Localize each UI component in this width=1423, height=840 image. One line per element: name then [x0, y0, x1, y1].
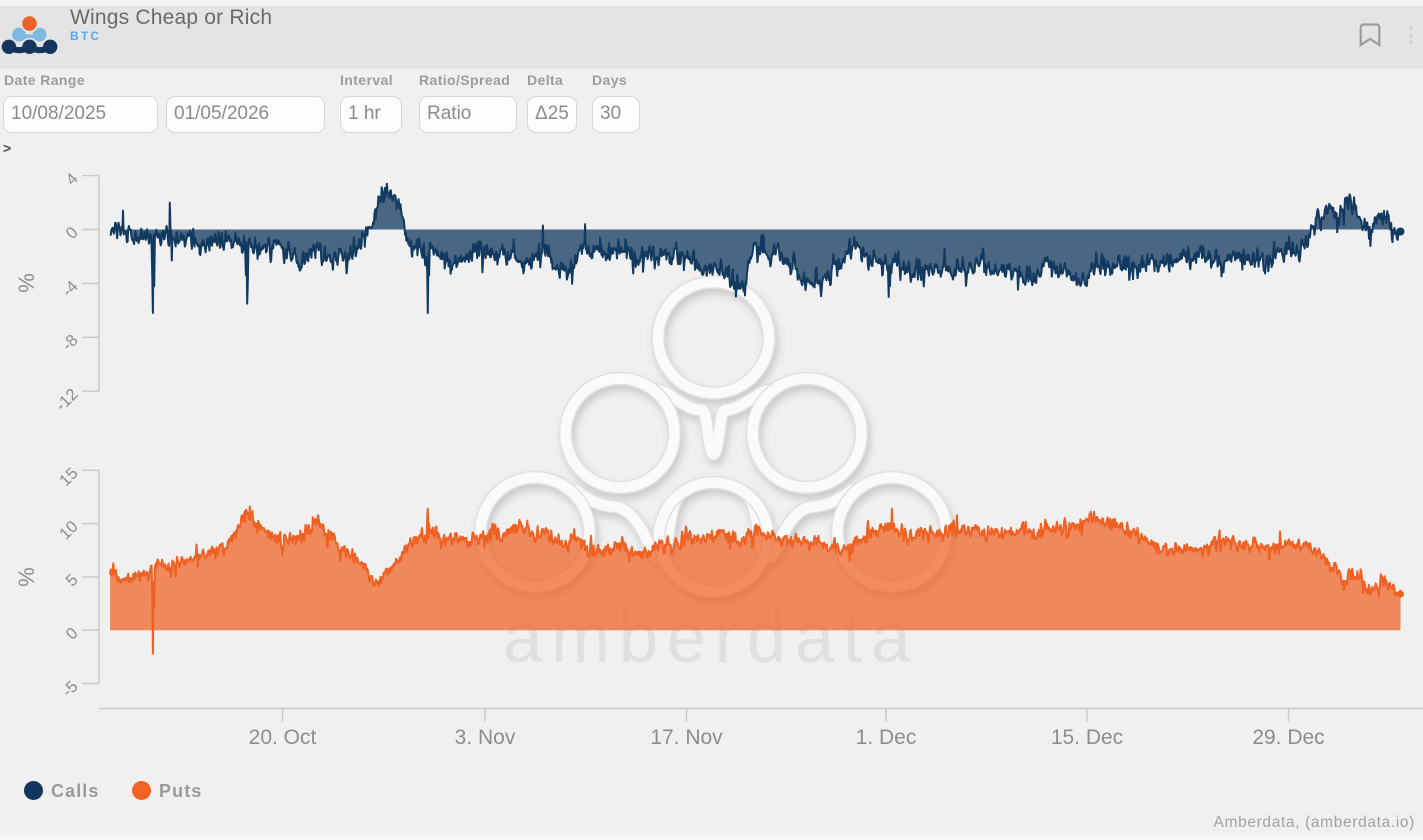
- svg-text:17. Nov: 17. Nov: [650, 726, 723, 749]
- svg-text:1. Dec: 1. Dec: [856, 726, 917, 749]
- svg-text:0: 0: [62, 624, 81, 643]
- svg-text:15. Dec: 15. Dec: [1051, 726, 1123, 749]
- svg-text:4: 4: [62, 170, 81, 189]
- svg-text:15: 15: [56, 464, 82, 490]
- svg-text:0: 0: [62, 223, 81, 242]
- svg-text:-12: -12: [52, 385, 82, 415]
- svg-text:-5: -5: [59, 677, 82, 700]
- svg-text:-4: -4: [59, 277, 82, 300]
- svg-text:%: %: [14, 273, 39, 293]
- svg-text:5: 5: [62, 571, 81, 590]
- svg-text:3. Nov: 3. Nov: [455, 726, 516, 749]
- svg-text:29. Dec: 29. Dec: [1252, 726, 1324, 749]
- svg-text:10: 10: [56, 518, 82, 544]
- svg-text:%: %: [14, 567, 39, 587]
- svg-text:20. Oct: 20. Oct: [249, 726, 317, 749]
- svg-text:-8: -8: [59, 331, 82, 354]
